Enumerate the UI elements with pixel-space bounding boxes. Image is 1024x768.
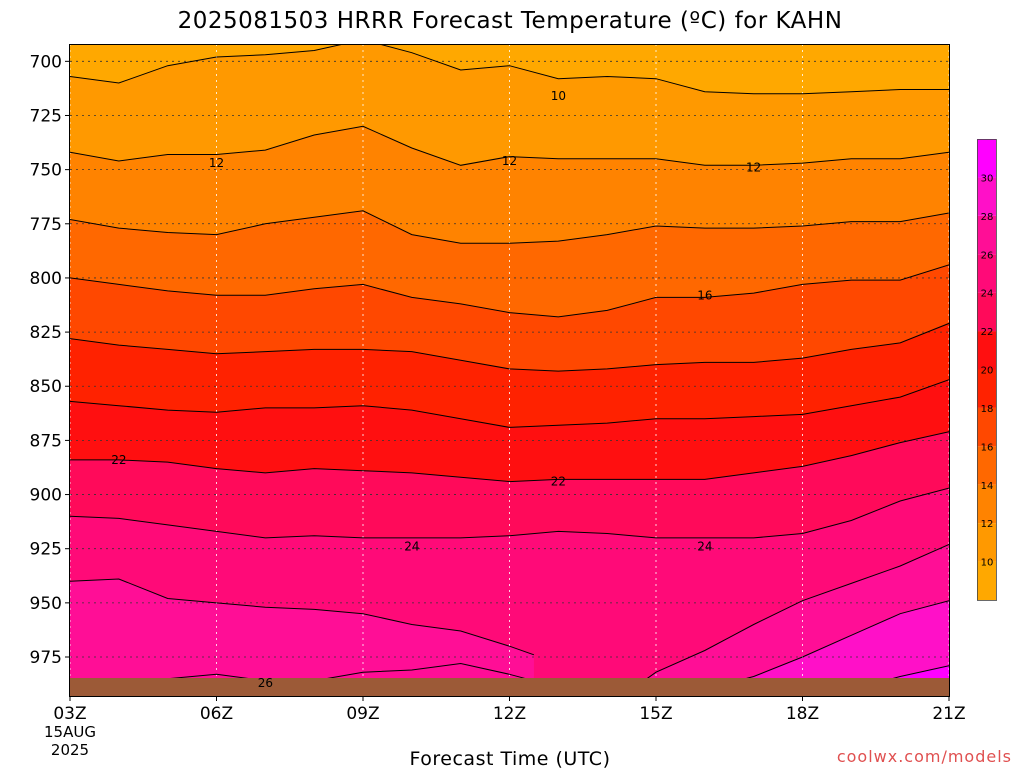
isotherm-24-7 <box>70 487 949 539</box>
x-tick-label-09Z: 09Z <box>346 704 379 724</box>
y-tick-label-700: 700 <box>30 52 62 72</box>
y-tick-label-825: 825 <box>30 323 62 343</box>
isotherm-26-8 <box>70 578 535 656</box>
contour-labels: 10 12 12 12 16 22 22 24 24 26 <box>111 89 761 690</box>
credit-text: coolwx.com/models <box>837 747 1012 766</box>
terrain-ground <box>70 678 949 696</box>
isotherm-18-4 <box>70 322 949 372</box>
isotherm-14-2 <box>70 210 949 244</box>
colorbar-swatch-26 <box>977 215 996 255</box>
colorbar-swatch-12 <box>977 484 996 524</box>
y-tick-label-950: 950 <box>30 594 62 614</box>
colorbar-swatch-28 <box>977 177 996 216</box>
contour-label-1: 12 <box>209 156 224 170</box>
colorbar-label-14: 14 <box>981 481 994 492</box>
y-tick-label-800: 800 <box>30 269 62 289</box>
colorbar-label-24: 24 <box>981 289 994 300</box>
x-axis-ticks: 03Z 06Z 09Z 12Z 15Z 18Z 21Z <box>53 696 966 724</box>
colorbar-swatch-24 <box>977 254 996 293</box>
contour-label-9: 26 <box>258 676 273 690</box>
y-tick-label-900: 900 <box>30 486 62 506</box>
x-tick-label-15Z: 15Z <box>639 704 672 724</box>
colorbar-label-30: 30 <box>981 173 994 184</box>
colorbar-swatch-30 <box>977 139 996 178</box>
isotherm-16-3 <box>70 264 949 318</box>
y-tick-label-850: 850 <box>30 377 62 397</box>
x-start-year: 2025 <box>51 741 89 759</box>
contour-label-2: 12 <box>502 154 517 168</box>
isotherm-26-12 <box>167 662 559 688</box>
colorbar-label-16: 16 <box>981 442 994 453</box>
colorbar-swatch-22 <box>977 292 996 332</box>
colorbar-label-18: 18 <box>981 404 994 415</box>
colorbar-swatch-16 <box>977 407 996 447</box>
y-tick-label-875: 875 <box>30 431 62 451</box>
y-tick-label-775: 775 <box>30 215 62 235</box>
contour-label-7: 24 <box>404 540 419 554</box>
colorbar-label-12: 12 <box>981 519 994 530</box>
colorbar-swatch-10 <box>977 523 996 562</box>
contour-label-5: 22 <box>111 453 126 467</box>
isotherm-10-0 <box>70 44 949 95</box>
temperature-fills <box>70 44 949 696</box>
contour-label-0: 10 <box>551 89 566 103</box>
contour-label-4: 16 <box>697 288 712 302</box>
x-tick-label-12Z: 12Z <box>493 704 526 724</box>
colorbar-swatch-20 <box>977 331 996 370</box>
y-tick-label-975: 975 <box>30 648 62 668</box>
x-axis-label: Forecast Time (UTC) <box>410 748 611 768</box>
x-tick-label-06Z: 06Z <box>200 704 233 724</box>
colorbar-swatch-14 <box>977 446 996 485</box>
colorbar-label-10: 10 <box>981 558 994 569</box>
chart-title: 2025081503 HRRR Forecast Temperature (ºC… <box>178 8 843 34</box>
colorbar-frame <box>977 139 997 601</box>
isotherm-12-1 <box>70 125 949 166</box>
y-axis-ticks: 700 725 750 775 800 825 850 875 900 925 950 975 <box>30 52 70 668</box>
colorbar-label-22: 22 <box>981 327 994 338</box>
colorbar-swatch-18 <box>977 369 996 408</box>
colorbar: 10 12 14 16 18 20 22 24 26 28 30 <box>977 139 997 601</box>
colorbar-label-28: 28 <box>981 212 994 223</box>
colorbar-label-20: 20 <box>981 366 994 377</box>
colorbar-swatch-8 <box>977 561 996 600</box>
band-fill-26-8 <box>70 579 534 696</box>
y-tick-label-750: 750 <box>30 161 62 181</box>
x-start-day: 15AUG <box>44 723 96 741</box>
x-tick-label-21Z: 21Z <box>932 704 965 724</box>
contour-label-3: 12 <box>746 160 761 174</box>
y-tick-label-725: 725 <box>30 106 62 126</box>
colorbar-label-26: 26 <box>981 250 994 261</box>
y-tick-label-925: 925 <box>30 540 62 560</box>
isotherm-20-5 <box>70 379 949 428</box>
isotherm-26-9 <box>631 543 949 690</box>
isotherm-22-6 <box>70 431 949 483</box>
contour-label-6: 22 <box>551 475 566 489</box>
x-tick-label-18Z: 18Z <box>786 704 819 724</box>
contour-label-8: 24 <box>697 540 712 554</box>
x-tick-label-03Z: 03Z <box>53 704 86 724</box>
isotherm-lines <box>70 44 949 690</box>
